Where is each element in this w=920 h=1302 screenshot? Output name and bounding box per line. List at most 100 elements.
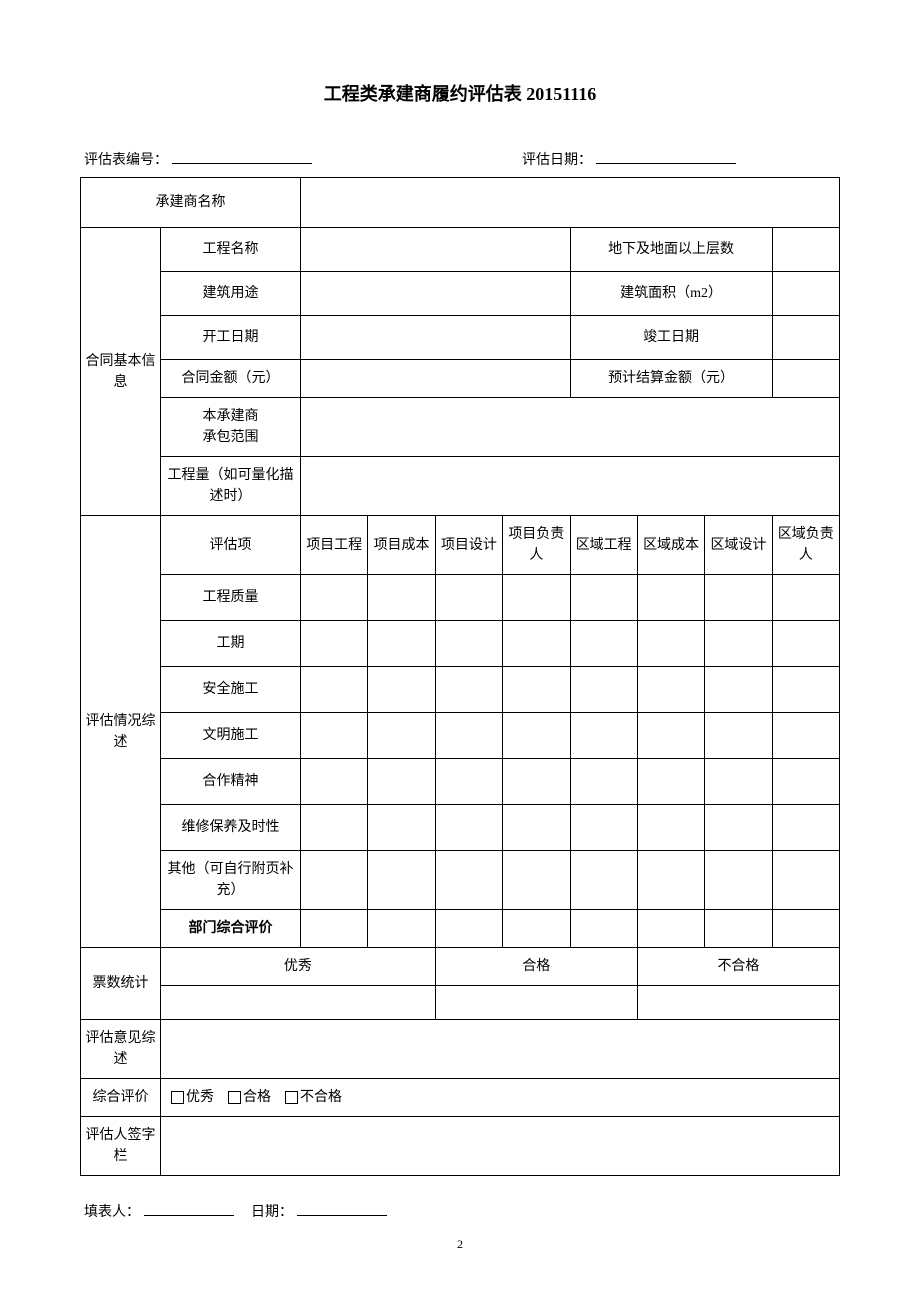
table-cell [772,575,839,621]
table-cell [705,575,772,621]
eval-item-safety: 安全施工 [161,667,301,713]
table-cell [503,667,570,713]
table-cell [772,910,839,948]
contract-basic-label: 合同基本信息 [81,228,161,516]
footer-meta: 填表人： 日期： [80,1200,840,1221]
eval-item-maintenance: 维修保养及时性 [161,805,301,851]
table-cell [503,851,570,910]
table-cell [772,759,839,805]
col-reg-design: 区域设计 [705,516,772,575]
table-cell [301,621,368,667]
table-cell [705,621,772,667]
col-reg-lead: 区域负责人 [772,516,839,575]
checkbox-fail[interactable] [285,1091,298,1104]
votes-pass-value [435,986,637,1020]
table-cell [637,575,704,621]
page-title: 工程类承建商履约评估表 20151116 [80,80,840,106]
eval-date-value [596,146,736,164]
opinion-summary-label: 评估意见综述 [81,1020,161,1079]
table-cell [301,910,368,948]
eval-item-civilized: 文明施工 [161,713,301,759]
table-cell [368,910,435,948]
table-cell [301,759,368,805]
table-cell [705,910,772,948]
evaluator-sign-value [161,1117,840,1176]
eval-item-header: 评估项 [161,516,301,575]
workload-value [301,457,840,516]
table-cell [570,805,637,851]
form-number-label: 评估表编号： [84,149,168,169]
eval-date-label: 评估日期： [522,149,592,169]
table-cell [705,713,772,759]
table-cell [368,805,435,851]
table-cell [570,713,637,759]
votes-label: 票数统计 [81,948,161,1020]
table-cell [570,667,637,713]
table-cell [705,851,772,910]
building-use-label: 建筑用途 [161,272,301,316]
estimated-amount-label: 预计结算金额（元） [570,360,772,398]
votes-pass-label: 合格 [435,948,637,986]
table-cell [368,667,435,713]
table-cell [368,713,435,759]
table-cell [435,851,502,910]
checkbox-pass[interactable] [228,1091,241,1104]
table-cell [368,575,435,621]
scope-value [301,398,840,457]
footer-date-value [297,1200,387,1216]
rating-fail-text: 不合格 [300,1090,342,1105]
evaluation-group-label: 评估情况综述 [81,516,161,948]
table-cell [772,851,839,910]
workload-label: 工程量（如可量化描述时） [161,457,301,516]
table-cell [637,851,704,910]
header-meta: 评估表编号： 评估日期： [80,146,840,169]
table-cell [705,805,772,851]
col-reg-cost: 区域成本 [637,516,704,575]
table-cell [435,621,502,667]
project-name-value [301,228,571,272]
table-cell [435,910,502,948]
end-date-label: 竣工日期 [570,316,772,360]
table-cell [435,575,502,621]
opinion-summary-value [161,1020,840,1079]
table-cell [637,713,704,759]
page-number: 2 [80,1237,840,1252]
table-cell [301,805,368,851]
table-cell [772,713,839,759]
contractor-name-value [301,178,840,228]
table-cell [637,667,704,713]
votes-fail-value [637,986,839,1020]
col-proj-lead: 项目负责人 [503,516,570,575]
dept-summary-label: 部门综合评价 [161,910,301,948]
rating-excellent-text: 优秀 [186,1090,214,1105]
table-cell [368,851,435,910]
overall-rating-label: 综合评价 [81,1079,161,1117]
table-cell [503,910,570,948]
table-cell [435,805,502,851]
table-cell [570,851,637,910]
building-area-value [772,272,839,316]
contractor-name-label: 承建商名称 [81,178,301,228]
table-cell [570,575,637,621]
table-cell [503,575,570,621]
checkbox-excellent[interactable] [171,1091,184,1104]
scope-label: 本承建商 承包范围 [161,398,301,457]
table-cell [570,621,637,667]
votes-excellent-label: 优秀 [161,948,436,986]
table-cell [772,621,839,667]
table-cell [637,759,704,805]
start-date-value [301,316,571,360]
col-proj-eng: 项目工程 [301,516,368,575]
building-area-label: 建筑面积（m2） [570,272,772,316]
votes-fail-label: 不合格 [637,948,839,986]
table-cell [435,759,502,805]
table-cell [637,805,704,851]
contract-amount-label: 合同金额（元） [161,360,301,398]
end-date-value [772,316,839,360]
overall-rating-value: 优秀 合格 不合格 [161,1079,840,1117]
eval-item-other: 其他（可自行附页补充） [161,851,301,910]
rating-pass-text: 合格 [243,1090,271,1105]
votes-excellent-value [161,986,436,1020]
table-cell [301,713,368,759]
table-cell [435,713,502,759]
